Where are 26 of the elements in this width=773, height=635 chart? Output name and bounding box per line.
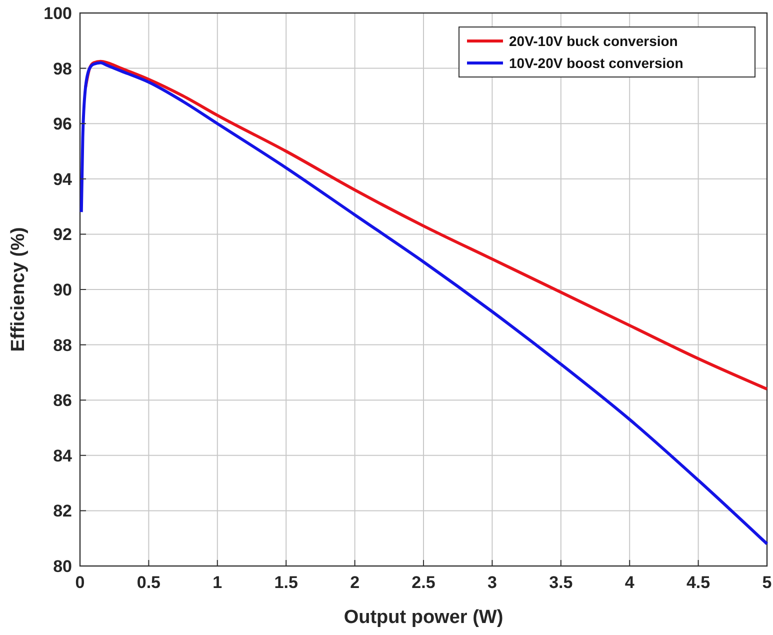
x-tick-label: 0: [75, 573, 85, 592]
y-tick-label: 90: [53, 280, 72, 300]
x-tick-label: 4: [624, 573, 635, 592]
x-tick-label: 3.5: [549, 573, 573, 592]
x-tick-label: 2.5: [412, 573, 436, 592]
y-tick-label: 80: [53, 557, 72, 576]
y-tick-label: 86: [53, 391, 72, 410]
x-tick-label: 4.5: [686, 573, 710, 592]
x-tick-label: 5: [762, 573, 772, 592]
y-tick-label: 100: [44, 4, 72, 23]
x-tick-label: 1.5: [274, 573, 298, 592]
y-tick-label: 84: [53, 446, 73, 466]
y-tick-label: 94: [53, 170, 73, 189]
y-tick-label: 98: [53, 59, 72, 78]
y-axis-title: Efficiency (%): [8, 227, 29, 352]
y-tick-label: 82: [53, 502, 72, 521]
y-tick-label: 88: [53, 336, 72, 355]
y-tick-label: 92: [53, 225, 72, 244]
x-tick-label: 0.5: [136, 573, 161, 592]
legend-label: 20V-10V buck conversion: [509, 33, 678, 49]
legend-label: 10V-20V boost conversion: [509, 55, 684, 71]
x-tick-label: 2: [350, 573, 360, 592]
x-tick-label: 1: [212, 573, 222, 592]
x-tick-label: 3: [487, 573, 497, 592]
x-axis-title: Output power (W): [344, 607, 504, 628]
y-tick-label: 96: [53, 114, 72, 134]
